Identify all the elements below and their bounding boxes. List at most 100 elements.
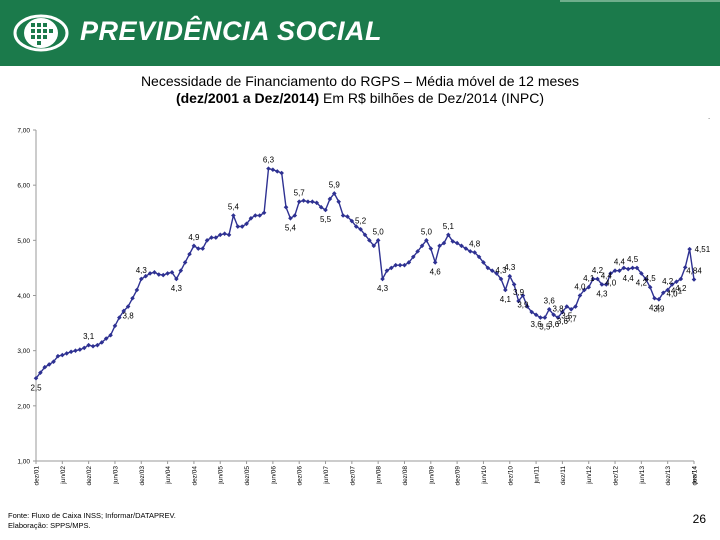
data-point — [310, 199, 315, 205]
data-label: 3,8 — [552, 305, 564, 314]
data-point — [108, 332, 113, 338]
data-point — [349, 218, 355, 224]
data-label: 4,4 — [601, 271, 613, 280]
x-tick-label: jun/08 — [376, 466, 383, 485]
data-label: 3,6 — [544, 296, 556, 305]
data-point — [472, 250, 477, 255]
data-label: 4,2 — [592, 266, 604, 275]
data-point — [305, 199, 311, 205]
data-point — [415, 249, 420, 254]
x-tick-label: dez/10 — [507, 466, 514, 486]
x-tick-label: jun/04 — [165, 466, 172, 485]
data-point — [235, 224, 241, 229]
data-point — [86, 342, 91, 348]
data-point — [340, 213, 346, 218]
data-point — [121, 308, 127, 314]
data-label: 4,8 — [469, 239, 481, 248]
data-point — [503, 287, 508, 293]
data-point — [595, 276, 600, 282]
data-point — [248, 215, 254, 221]
data-point — [437, 243, 442, 249]
data-label: 5,5 — [320, 215, 332, 224]
data-label: 2,5 — [30, 383, 42, 392]
data-point — [147, 271, 153, 276]
data-point — [187, 251, 192, 257]
data-point — [283, 204, 289, 210]
data-point — [138, 276, 144, 282]
data-point — [231, 213, 236, 218]
data-point — [156, 272, 162, 277]
data-point — [459, 243, 464, 249]
data-point — [406, 260, 412, 265]
y-tick-label: 6,00 — [17, 183, 30, 190]
x-tick-label: jun/14 — [692, 466, 699, 485]
data-point — [191, 243, 197, 249]
data-point — [143, 273, 148, 279]
data-point — [687, 246, 692, 252]
data-label: 4,4 — [623, 274, 635, 283]
x-tick-label: dez/09 — [455, 466, 462, 486]
data-label: 4,2 — [636, 278, 648, 287]
y-tick-label: 5,00 — [17, 238, 30, 245]
data-point — [674, 279, 679, 285]
x-tick-label: dez/11 — [560, 466, 567, 485]
data-point — [81, 345, 87, 351]
data-point — [117, 315, 122, 320]
data-label: 4,3 — [596, 289, 608, 298]
data-point — [678, 276, 684, 282]
data-label: 4,2 — [662, 277, 674, 286]
data-label: 4,3 — [171, 284, 183, 293]
data-label: 4,9 — [188, 233, 200, 242]
data-label: 5,2 — [355, 216, 367, 225]
x-tick-label: dez/08 — [402, 466, 409, 486]
data-point — [393, 262, 399, 268]
data-point — [621, 265, 627, 271]
data-point — [573, 304, 578, 309]
data-point — [590, 276, 596, 282]
data-point — [318, 204, 324, 210]
source-text: Fonte: Fluxo de Caixa INSS; Informar/DAT… — [8, 511, 176, 520]
data-point — [682, 265, 688, 270]
x-tick-label: dez/04 — [191, 466, 198, 486]
data-point — [669, 282, 675, 287]
data-point — [498, 276, 504, 282]
elaboration-text: Elaboração: SPPS/MPS. — [8, 521, 91, 530]
x-tick-label: dez/12 — [613, 466, 620, 486]
data-point — [323, 207, 328, 213]
x-tick-label: jun/12 — [586, 466, 593, 485]
data-point — [204, 238, 210, 243]
data-point — [489, 268, 495, 273]
data-point — [542, 315, 548, 320]
y-tick-label: 4,00 — [17, 293, 30, 300]
data-point — [42, 364, 48, 370]
data-label: 5,4 — [285, 223, 297, 232]
data-point — [77, 347, 83, 352]
data-point — [182, 260, 188, 265]
data-point — [389, 265, 394, 271]
data-label: 4,5 — [627, 255, 639, 264]
x-tick-label: jun/02 — [60, 466, 67, 485]
x-tick-label: dez/07 — [349, 466, 356, 486]
data-label: 5,1 — [443, 222, 455, 231]
y-tick-label: 7,00 — [17, 128, 30, 135]
data-point — [73, 348, 78, 353]
data-point — [630, 265, 635, 271]
data-label: 4,3 — [136, 266, 148, 275]
data-point — [68, 349, 74, 355]
data-point — [64, 351, 70, 356]
data-point — [691, 277, 697, 282]
data-label: 4,4 — [614, 258, 626, 267]
data-point — [428, 246, 434, 251]
data-point — [196, 246, 201, 251]
data-point — [292, 213, 298, 218]
x-tick-label: dez/14 — [692, 466, 699, 486]
data-label: 3,7 — [566, 314, 578, 323]
data-point — [397, 262, 403, 268]
x-axis-ticks: dez/01 jun/02 dez/02 jun/03 dez/03 jun/04 dez/… — [34, 461, 699, 486]
chart-title: Necessidade de Financiamento do RGPS – M… — [0, 73, 720, 107]
data-point — [516, 298, 521, 304]
data-point — [200, 246, 205, 251]
data-point — [481, 260, 486, 265]
data-point — [660, 290, 666, 296]
data-point — [279, 170, 284, 176]
